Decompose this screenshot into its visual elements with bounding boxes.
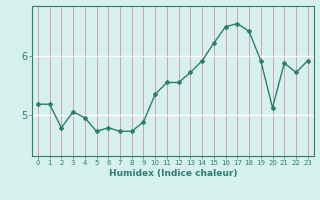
X-axis label: Humidex (Indice chaleur): Humidex (Indice chaleur) xyxy=(108,169,237,178)
